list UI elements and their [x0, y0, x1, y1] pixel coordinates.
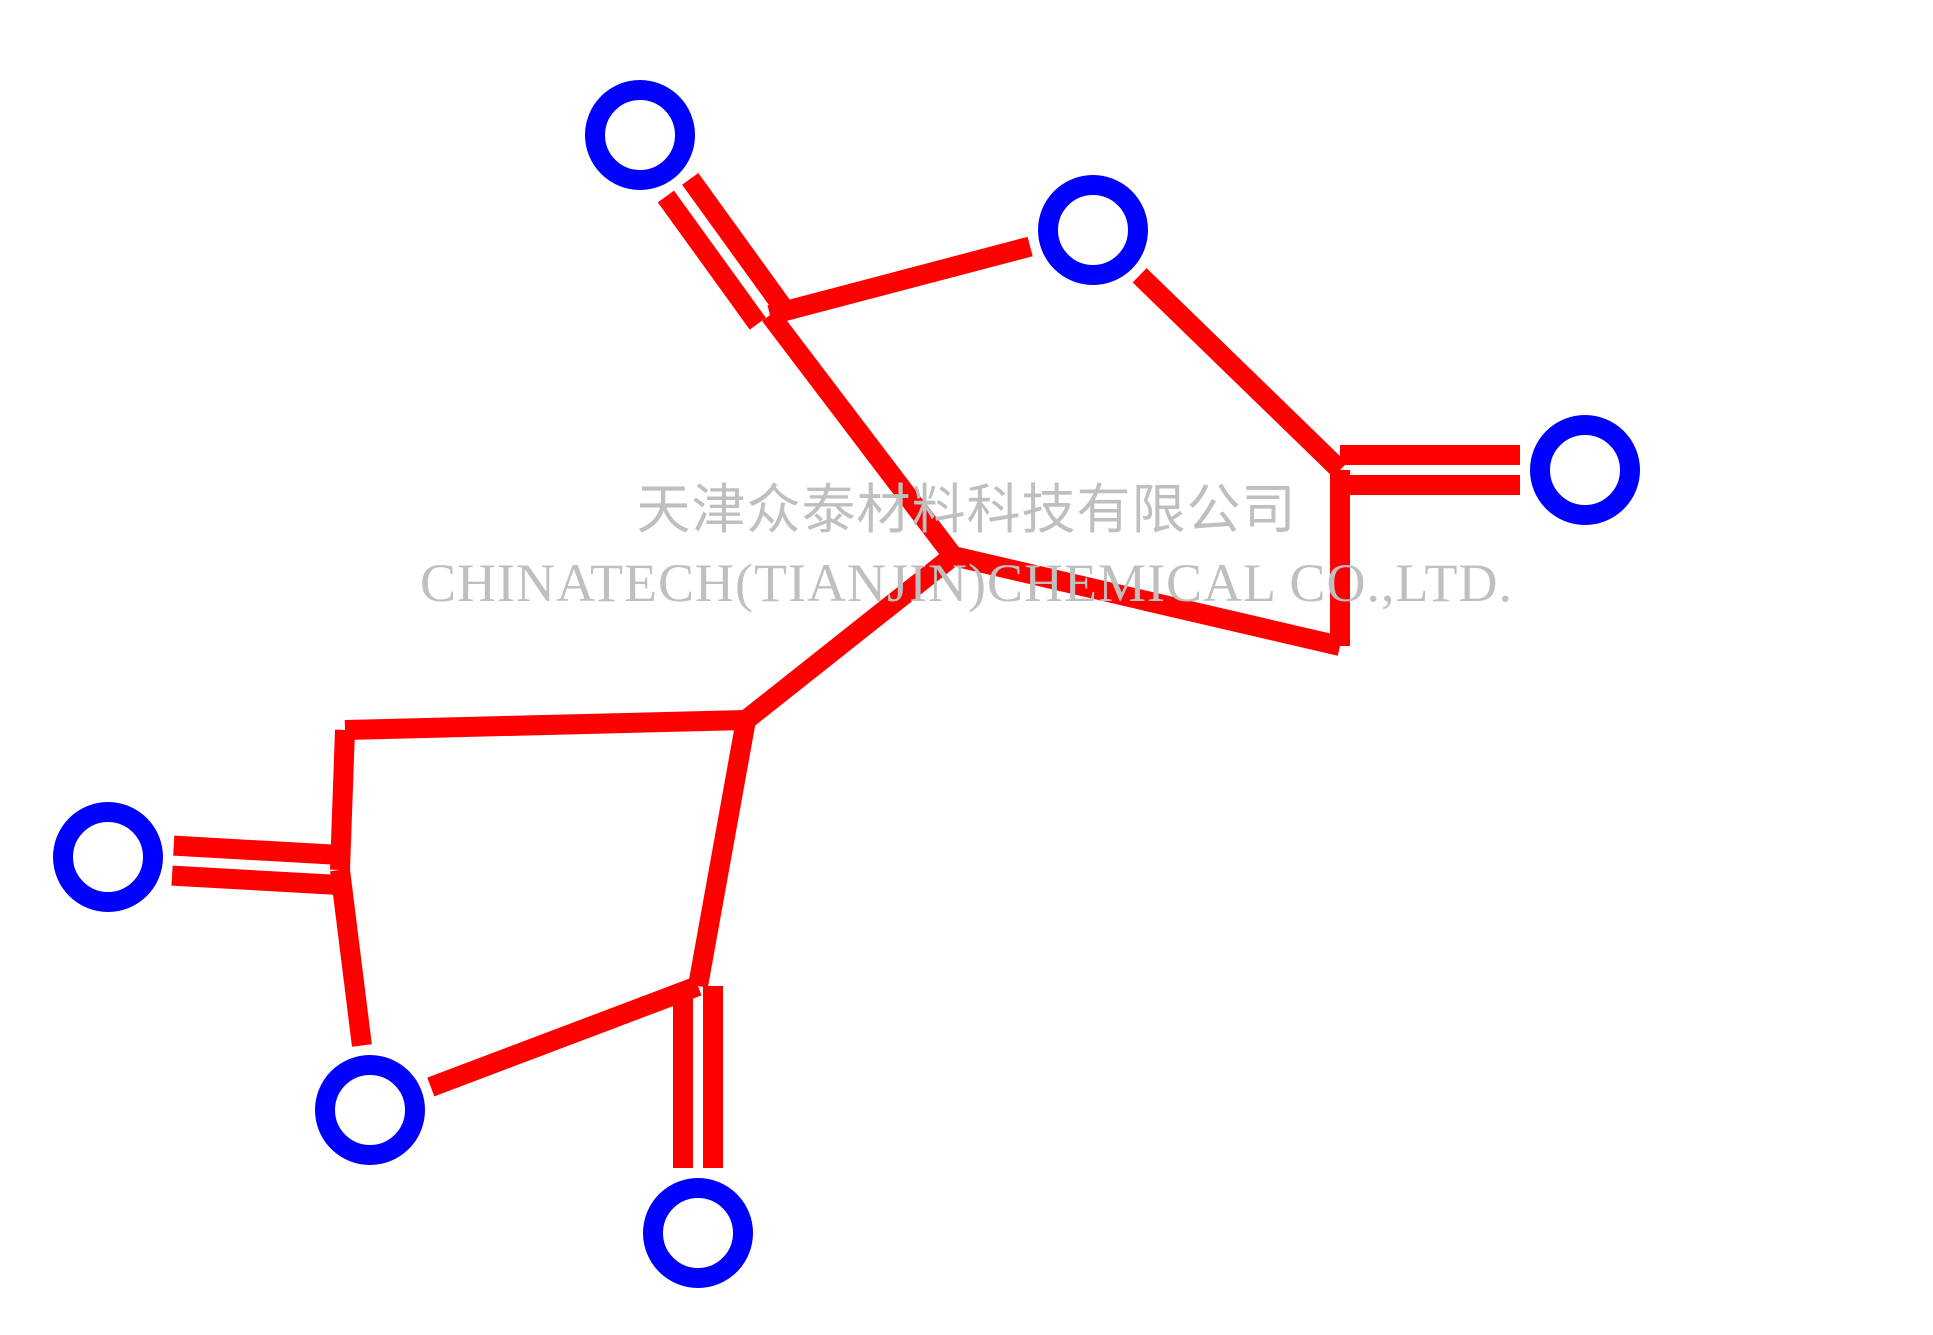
atom-layer: [63, 90, 1630, 1278]
oxygen-atom-icon: [325, 1065, 415, 1155]
oxygen-atom-icon: [1540, 425, 1630, 515]
molecule-canvas: 天津众泰材料科技有限公司 CHINATECH(TIANJIN)CHEMICAL …: [0, 0, 1933, 1335]
oxygen-atom-icon: [63, 812, 153, 902]
molecule-svg: [0, 0, 1933, 1335]
oxygen-atom-icon: [595, 90, 685, 180]
bond-layer: [172, 179, 1520, 1168]
oxygen-atom-icon: [653, 1188, 743, 1278]
oxygen-atom-icon: [1048, 185, 1138, 275]
